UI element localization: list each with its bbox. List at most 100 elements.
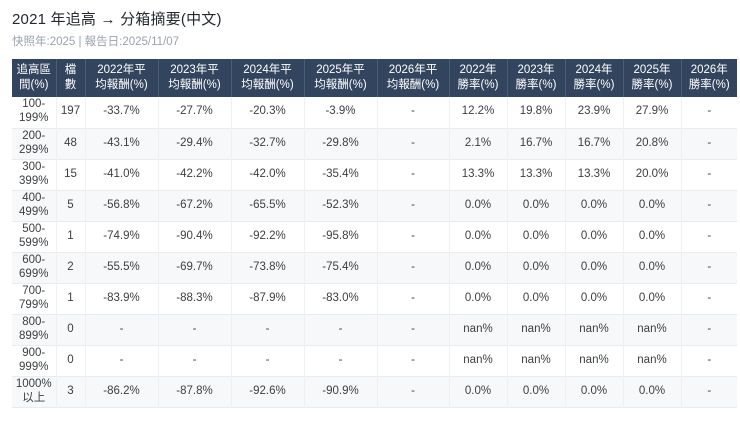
table-cell: -69.7% bbox=[157, 251, 231, 283]
table-cell: nan% bbox=[506, 313, 565, 345]
table-cell: nan% bbox=[448, 344, 507, 376]
row-label: 400- 499% bbox=[12, 189, 56, 221]
table-cell: - bbox=[376, 313, 449, 345]
table-cell: 19.8% bbox=[506, 97, 565, 128]
table-cell: - bbox=[303, 344, 377, 376]
table-cell: 0.0% bbox=[622, 282, 681, 314]
table-cell: -56.8% bbox=[84, 189, 158, 221]
table-cell: -73.8% bbox=[230, 251, 304, 283]
table-row: 300- 399% 15 -41.0% -42.2% -42.0% -35.4% -13.3… bbox=[12, 158, 737, 190]
table-cell: -3.9% bbox=[303, 97, 377, 128]
table-cell: 0.0% bbox=[564, 282, 623, 314]
table-cell: nan% bbox=[564, 344, 623, 376]
table-cell: - bbox=[376, 220, 449, 252]
table-cell: - bbox=[84, 313, 158, 345]
table-cell: -29.4% bbox=[157, 127, 231, 159]
table-cell: 15 bbox=[55, 158, 85, 190]
table-cell: -20.3% bbox=[230, 97, 304, 128]
table-cell: 0.0% bbox=[506, 220, 565, 252]
table-row: 600- 699% 2 -55.5% -69.7% -73.8% -75.4% -0.0% 0… bbox=[12, 251, 737, 283]
table-cell: 1 bbox=[55, 282, 85, 314]
table-cell: 48 bbox=[55, 127, 85, 159]
table-cell: 0.0% bbox=[622, 189, 681, 221]
table-cell: -33.7% bbox=[84, 97, 158, 128]
table-cell: - bbox=[376, 158, 449, 190]
table-cell: 2 bbox=[55, 251, 85, 283]
column-header: 2026年 勝率(%) bbox=[680, 59, 737, 97]
table-cell: - bbox=[680, 127, 737, 159]
column-header: 檔 數 bbox=[55, 59, 85, 97]
column-header: 2025年平 均報酬(%) bbox=[303, 59, 377, 97]
column-header: 2025年 勝率(%) bbox=[622, 59, 681, 97]
table-cell: - bbox=[303, 313, 377, 345]
table-cell: 0.0% bbox=[564, 375, 623, 407]
table-cell: -35.4% bbox=[303, 158, 377, 190]
column-header: 2023年 勝率(%) bbox=[506, 59, 565, 97]
table-cell: -95.8% bbox=[303, 220, 377, 252]
table-cell: -87.8% bbox=[157, 375, 231, 407]
table-cell: - bbox=[376, 344, 449, 376]
row-label: 800- 899% bbox=[12, 313, 56, 345]
table-cell: -55.5% bbox=[84, 251, 158, 283]
table-cell: - bbox=[157, 344, 231, 376]
row-label: 1000% 以上 bbox=[12, 375, 56, 407]
column-header: 2022年平 均報酬(%) bbox=[84, 59, 158, 97]
table-cell: -74.9% bbox=[84, 220, 158, 252]
report-header: 2021 年追高 → 分箱摘要(中文) 快照年:2025 | 報告日:2025/… bbox=[12, 8, 740, 49]
table-row: 800- 899% 0- - - - - nan% nan% nan% nan% - bbox=[12, 313, 737, 345]
table-cell: -92.2% bbox=[230, 220, 304, 252]
table-cell: 0.0% bbox=[448, 189, 507, 221]
table-cell: -32.7% bbox=[230, 127, 304, 159]
table-cell: -67.2% bbox=[157, 189, 231, 221]
table-cell: 16.7% bbox=[506, 127, 565, 159]
row-label: 500- 599% bbox=[12, 220, 56, 252]
row-label: 600- 699% bbox=[12, 251, 56, 283]
table-cell: 0.0% bbox=[564, 189, 623, 221]
table-cell: 0.0% bbox=[564, 220, 623, 252]
table-cell: 3 bbox=[55, 375, 85, 407]
table-cell: 0.0% bbox=[448, 282, 507, 314]
table-cell: -43.1% bbox=[84, 127, 158, 159]
page-subtitle: 快照年:2025 | 報告日:2025/11/07 bbox=[12, 36, 180, 48]
table-cell: - bbox=[680, 344, 737, 376]
table-cell: 0 bbox=[55, 313, 85, 345]
table-cell: 0.0% bbox=[506, 282, 565, 314]
table-cell: 20.8% bbox=[622, 127, 681, 159]
table-row: 900- 999% 0- - - - - nan% nan% nan% nan% - bbox=[12, 344, 737, 376]
table-cell: -88.3% bbox=[157, 282, 231, 314]
table-cell: 0.0% bbox=[448, 375, 507, 407]
table-cell: 23.9% bbox=[564, 97, 623, 128]
table-cell: - bbox=[680, 189, 737, 221]
column-header: 2023年平 均報酬(%) bbox=[157, 59, 231, 97]
table-header-row: 追高區 間(%) 檔 數 2022年平 均報酬(%) 2023年平 均報酬(%) 202… bbox=[12, 59, 737, 97]
table-row: 200- 299% 48 -43.1% -29.4% -32.7% -29.8% -2.1%… bbox=[12, 127, 737, 159]
table-cell: 12.2% bbox=[448, 97, 507, 128]
column-header: 2026年平 均報酬(%) bbox=[376, 59, 449, 97]
table-cell: 0.0% bbox=[448, 251, 507, 283]
row-label: 900- 999% bbox=[12, 344, 56, 376]
row-label: 100- 199% bbox=[12, 97, 56, 128]
table-cell: 0.0% bbox=[506, 189, 565, 221]
table-cell: - bbox=[230, 344, 304, 376]
table-cell: 20.0% bbox=[622, 158, 681, 190]
table-row: 700- 799% 1 -83.9% -88.3% -87.9% -83.0% -0.0% 0… bbox=[12, 282, 737, 314]
table-cell: - bbox=[376, 97, 449, 128]
table-cell: 0.0% bbox=[506, 375, 565, 407]
row-label: 300- 399% bbox=[12, 158, 56, 190]
table-cell: -83.9% bbox=[84, 282, 158, 314]
table-cell: nan% bbox=[622, 313, 681, 345]
table-cell: 0.0% bbox=[622, 375, 681, 407]
table-cell: -29.8% bbox=[303, 127, 377, 159]
row-label: 200- 299% bbox=[12, 127, 56, 159]
table-cell: nan% bbox=[622, 344, 681, 376]
table-cell: - bbox=[680, 158, 737, 190]
table-cell: 0.0% bbox=[564, 251, 623, 283]
table-cell: 0.0% bbox=[622, 251, 681, 283]
table-cell: 5 bbox=[55, 189, 85, 221]
table-cell: 0 bbox=[55, 344, 85, 376]
table-cell: -83.0% bbox=[303, 282, 377, 314]
table-cell: -86.2% bbox=[84, 375, 158, 407]
table-cell: - bbox=[376, 127, 449, 159]
table-cell: - bbox=[680, 282, 737, 314]
table-cell: 0.0% bbox=[448, 220, 507, 252]
